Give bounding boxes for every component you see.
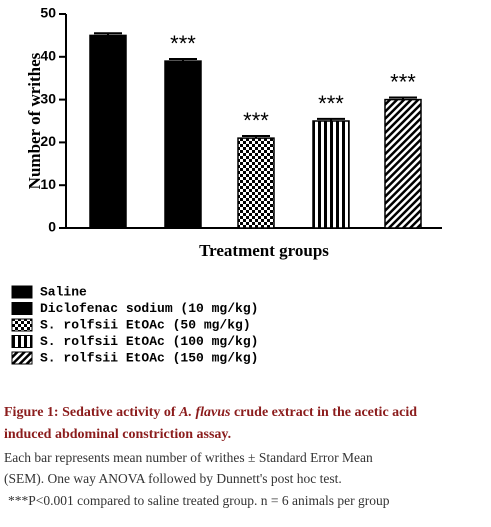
y-tick-label: 0 bbox=[48, 219, 56, 235]
bar bbox=[384, 98, 422, 229]
caption-text: Figure 1: Sedative activity of bbox=[4, 405, 179, 420]
significance-label: *** bbox=[243, 108, 269, 133]
caption-title: Figure 1: Sedative activity of A. flavus… bbox=[4, 405, 417, 420]
legend-label: Diclofenac sodium (10 mg/kg) bbox=[40, 301, 258, 316]
caption-body: Each bar represents mean number of writh… bbox=[4, 450, 373, 465]
legend-swatch bbox=[11, 335, 33, 348]
significance-label: *** bbox=[390, 69, 416, 94]
caption-text: crude extract in the acetic acid bbox=[230, 405, 417, 420]
y-axis-title: Number of writhes bbox=[25, 52, 44, 189]
legend-label: Saline bbox=[40, 284, 87, 299]
x-axis-title: Treatment groups bbox=[199, 241, 329, 260]
caption-body: ***P<0.001 compared to saline treated gr… bbox=[8, 493, 390, 508]
bar bbox=[312, 120, 350, 229]
legend-label: S. rolfsii EtOAc (150 mg/kg) bbox=[40, 350, 258, 365]
legend-swatch bbox=[11, 318, 33, 332]
bar bbox=[237, 137, 275, 229]
caption-body: (SEM). One way ANOVA followed by Dunnett… bbox=[4, 471, 342, 486]
y-tick-label: 20 bbox=[40, 133, 56, 149]
legend-label: S. rolfsii EtOAc (50 mg/kg) bbox=[40, 317, 251, 332]
y-tick-label: 30 bbox=[40, 90, 56, 106]
significance-label: *** bbox=[318, 91, 344, 116]
caption-title: induced abdominal constriction assay. bbox=[4, 427, 231, 442]
caption-species: A. flavus bbox=[178, 405, 231, 420]
y-tick-label: 10 bbox=[40, 176, 56, 192]
bar bbox=[89, 34, 127, 229]
y-tick-label: 50 bbox=[40, 5, 56, 21]
legend-swatch bbox=[11, 285, 33, 299]
legend-label: S. rolfsii EtOAc (100 mg/kg) bbox=[40, 334, 258, 349]
bar bbox=[164, 60, 202, 229]
legend-swatch bbox=[11, 351, 33, 365]
significance-label: *** bbox=[170, 31, 196, 56]
y-tick-label: 40 bbox=[40, 48, 56, 64]
legend-swatch bbox=[11, 302, 33, 315]
